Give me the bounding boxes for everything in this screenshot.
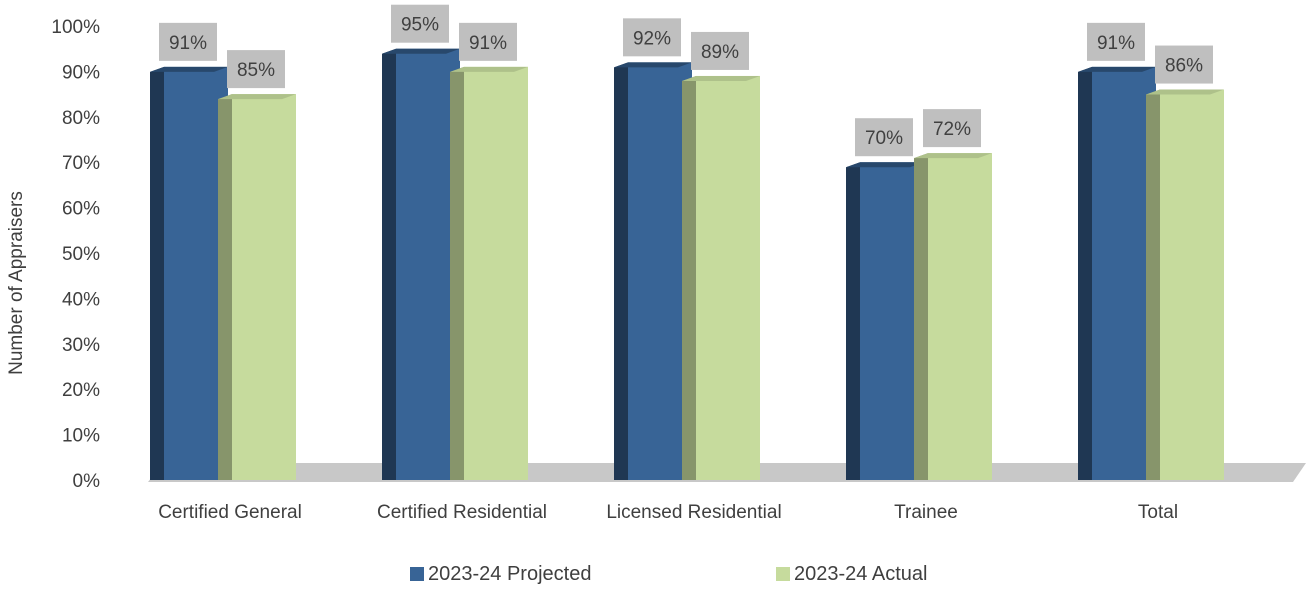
data-label: 91% bbox=[459, 22, 517, 61]
bar-side bbox=[382, 48, 396, 480]
data-label-text: 91% bbox=[1097, 33, 1135, 54]
data-label-box bbox=[1087, 22, 1145, 61]
data-label: 86% bbox=[1155, 45, 1213, 84]
y-tick-label: 90% bbox=[62, 62, 100, 83]
bar-side bbox=[218, 94, 232, 480]
data-label: 85% bbox=[227, 50, 285, 89]
bar-top bbox=[150, 66, 228, 72]
category-label: Trainee bbox=[894, 502, 958, 523]
data-label: 89% bbox=[691, 31, 749, 70]
bar bbox=[164, 66, 228, 481]
category-label: Total bbox=[1138, 502, 1178, 523]
bar-top bbox=[382, 48, 460, 54]
bar-top bbox=[218, 94, 296, 100]
data-labels: 91% 85% 95% 91% 92% 89% 70% 72% 91% 86% bbox=[159, 4, 1213, 157]
bar bbox=[696, 75, 760, 480]
bar-top bbox=[846, 162, 924, 168]
bar-side bbox=[450, 66, 464, 481]
bar bbox=[928, 153, 992, 480]
data-label: 91% bbox=[159, 22, 217, 61]
y-tick-label: 10% bbox=[62, 426, 100, 447]
data-label: 92% bbox=[623, 18, 681, 57]
data-label-text: 92% bbox=[633, 28, 671, 49]
bar-top bbox=[1146, 89, 1224, 95]
y-axis-title: Number of Appraisers bbox=[6, 191, 27, 375]
y-axis: 0% 10% 20% 30% 40% 50% 60% 70% 80% 90% 100% bbox=[51, 17, 100, 492]
legend: 2023-24 Projected 2023-24 Actual bbox=[410, 563, 927, 585]
x-axis: Certified General Certified Residential Li… bbox=[158, 502, 1178, 523]
y-tick-label: 50% bbox=[62, 244, 100, 265]
bar-top bbox=[682, 75, 760, 81]
bar-side bbox=[682, 75, 696, 480]
bar bbox=[1160, 89, 1224, 480]
y-tick-label: 30% bbox=[62, 335, 100, 356]
bar-side bbox=[150, 66, 164, 481]
y-tick-label: 0% bbox=[73, 471, 101, 492]
data-label-text: 72% bbox=[933, 119, 971, 140]
legend-swatch bbox=[410, 567, 424, 581]
bar bbox=[464, 66, 528, 481]
bar-top bbox=[614, 62, 692, 68]
data-label-text: 91% bbox=[169, 33, 207, 54]
bar-side bbox=[846, 162, 860, 480]
bar bbox=[1092, 66, 1156, 481]
bar bbox=[628, 62, 692, 480]
category-label: Certified General bbox=[158, 502, 302, 523]
data-label-box bbox=[391, 4, 449, 43]
category-label: Licensed Residential bbox=[606, 502, 781, 523]
data-label-text: 95% bbox=[401, 15, 439, 36]
bar-side bbox=[1146, 89, 1160, 480]
data-label-box bbox=[855, 118, 913, 157]
y-tick-label: 80% bbox=[62, 108, 100, 129]
bar-top bbox=[1078, 66, 1156, 72]
data-label-text: 85% bbox=[237, 60, 275, 81]
data-label-text: 89% bbox=[701, 42, 739, 63]
data-label-text: 70% bbox=[865, 128, 903, 149]
data-label-text: 91% bbox=[469, 33, 507, 54]
y-tick-label: 20% bbox=[62, 380, 100, 401]
bar bbox=[396, 48, 460, 480]
data-label-box bbox=[623, 18, 681, 57]
bar-side bbox=[1078, 66, 1092, 481]
y-tick-label: 100% bbox=[51, 17, 100, 38]
data-label-box bbox=[459, 22, 517, 61]
legend-label: 2023-24 Projected bbox=[428, 563, 591, 585]
bar-top bbox=[914, 153, 992, 159]
data-label: 95% bbox=[391, 4, 449, 43]
data-label-text: 86% bbox=[1165, 56, 1203, 77]
y-tick-label: 60% bbox=[62, 199, 100, 220]
y-tick-label: 70% bbox=[62, 153, 100, 174]
bar-side bbox=[914, 153, 928, 480]
data-label: 72% bbox=[923, 109, 981, 148]
data-label-box bbox=[159, 22, 217, 61]
bar bbox=[860, 162, 924, 480]
bar bbox=[232, 94, 296, 480]
legend-swatch bbox=[776, 567, 790, 581]
bars bbox=[150, 48, 1224, 481]
category-label: Certified Residential bbox=[377, 502, 547, 523]
data-label-box bbox=[923, 109, 981, 148]
y-tick-label: 40% bbox=[62, 289, 100, 310]
data-label: 91% bbox=[1087, 22, 1145, 61]
bar-top bbox=[450, 66, 528, 72]
data-label-box bbox=[691, 31, 749, 70]
legend-label: 2023-24 Actual bbox=[794, 563, 927, 585]
data-label: 70% bbox=[855, 118, 913, 157]
data-label-box bbox=[227, 50, 285, 89]
bar-side bbox=[614, 62, 628, 480]
data-label-box bbox=[1155, 45, 1213, 84]
